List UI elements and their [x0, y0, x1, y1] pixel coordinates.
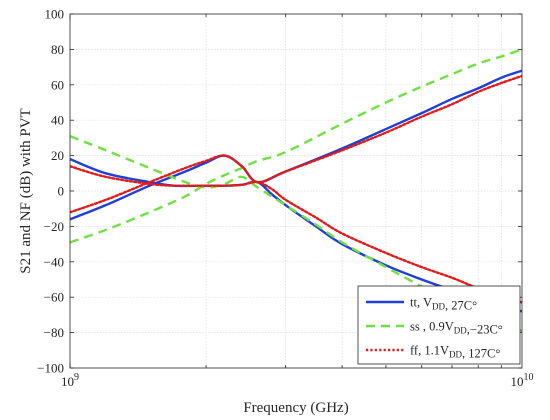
series-ff-curve-falling — [70, 165, 522, 304]
y-tick-label: 100 — [45, 7, 65, 22]
legend: tt, VDD, 27C° ss , 0.9VDD,−23C° ff, 1.1VDD… — [357, 285, 521, 365]
y-tick-label: −40 — [44, 254, 64, 269]
x-axis-label: Frequency (GHz) — [243, 400, 348, 416]
y-tick-label: −20 — [44, 219, 64, 234]
y-tick-label: −60 — [44, 290, 64, 305]
legend-label-ss: ss , 0.9VDD,−23C° — [410, 320, 503, 337]
series-ss-curve-rising — [70, 48, 522, 244]
ticks: −100 −80 −60 −40 −20 0 20 40 60 80 100 109 1010 — [37, 7, 533, 390]
y-tick-label: −100 — [37, 361, 64, 376]
series-ff-curve-rising — [70, 74, 522, 214]
y-tick-label: 60 — [51, 77, 64, 92]
x-tick-label: 109 — [61, 372, 79, 389]
y-tick-label: 0 — [58, 184, 65, 199]
legend-label-ff: ff, 1.1VDD, 127C° — [410, 344, 500, 361]
y-axis-label: S21 and NF (dB) with PVT — [18, 108, 34, 273]
y-tick-label: 40 — [51, 113, 64, 128]
y-tick-label: −80 — [44, 325, 64, 340]
y-tick-label: 20 — [51, 148, 64, 163]
y-tick-label: 80 — [51, 42, 64, 57]
x-tick-label: 1010 — [511, 372, 534, 389]
legend-label-tt: tt, VDD, 27C° — [410, 296, 477, 313]
